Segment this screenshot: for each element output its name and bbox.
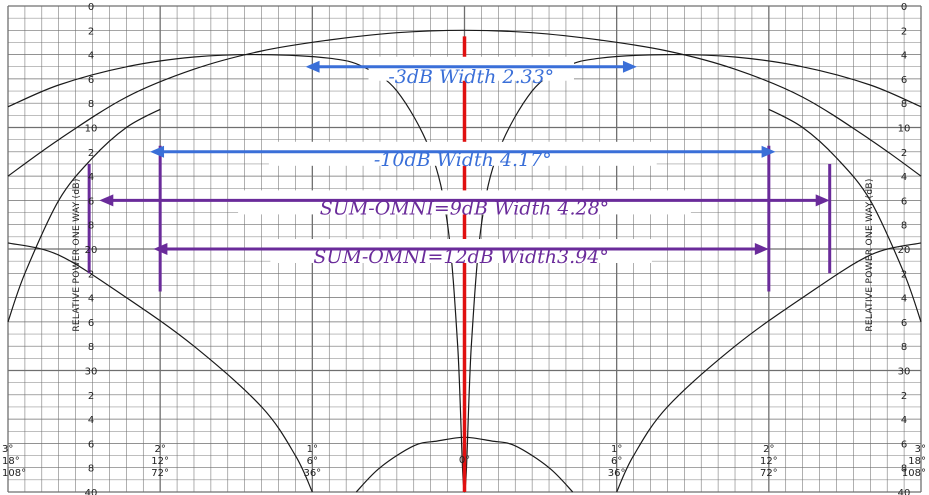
x-tick-label: 3° (915, 444, 926, 455)
y-tick-label-left: 2 (88, 269, 94, 280)
y-tick-label-left: 40 (85, 488, 98, 495)
arrowhead-right (754, 243, 769, 255)
y-axis-label-right: RELATIVE POWER ONE WAY (dB) (865, 178, 875, 331)
y-tick-label-left: 2 (88, 26, 94, 37)
annotation-label: SUM-OMNI=12dB Width3.94° (313, 246, 608, 268)
y-tick-label-right: 2 (901, 391, 907, 402)
x-tick-label: 72° (151, 468, 169, 479)
pattern-curve-3 (7, 242, 313, 493)
arrowhead-left (153, 243, 168, 255)
x-tick-label: 6° (611, 456, 622, 467)
y-tick-label-right: 2 (901, 269, 907, 280)
pattern-curve-1 (7, 29, 922, 177)
y-tick-label-right: 4 (901, 172, 907, 183)
y-tick-label-left: 8 (88, 342, 94, 353)
annotation-label: SUM-OMNI=9dB Width 4.28° (320, 197, 609, 219)
annotations: -3dB Width 2.33° -10dB Width 4.17° SUM-OMN… (99, 56, 830, 268)
y-tick-label-right: 0 (901, 2, 907, 13)
y-tick-label-right: 8 (901, 99, 907, 110)
pattern-curve-5 (7, 108, 161, 323)
y-tick-label-left: 4 (88, 51, 94, 62)
y-tick-label-left: 0 (88, 2, 94, 13)
annotation-box (270, 239, 652, 263)
x-tick-label: 2° (154, 444, 165, 455)
x-tick-label: 1° (611, 444, 622, 455)
x-tick-label: 2° (763, 444, 774, 455)
arrowhead-left (150, 145, 165, 158)
y-tick-label-left: 2 (88, 148, 94, 159)
y-tick-label-right: 8 (901, 464, 907, 475)
pattern-curve-6 (768, 108, 922, 323)
y-tick-label-right: 2 (901, 148, 907, 159)
x-tick-label: 1° (307, 444, 318, 455)
x-tick-label: 18° (908, 456, 926, 467)
y-tick-label-left: 6 (88, 439, 94, 450)
y-tick-label-left: 10 (85, 124, 98, 135)
annotation-box (268, 141, 657, 166)
arrowhead-right (815, 194, 830, 207)
y-tick-label-right: 6 (901, 439, 907, 450)
y-tick-label-right: 6 (901, 196, 907, 207)
arrowhead-right (761, 145, 776, 158)
annotation-label: -10dB Width 4.17° (374, 149, 552, 171)
y-tick-label-right: 4 (901, 415, 907, 426)
arrowhead-left (99, 194, 114, 207)
y-tick-label-left: 6 (88, 196, 94, 207)
width-markers (87, 145, 832, 292)
y-tick-label-right: 6 (901, 318, 907, 329)
arrowhead-right (622, 60, 637, 73)
y-tick-label-right: 20 (898, 245, 911, 256)
y-tick-label-left: 6 (88, 75, 94, 86)
y-tick-label-left: 30 (85, 367, 98, 378)
x-tick-label: 36° (608, 468, 626, 479)
y-tick-label-right: 4 (901, 294, 907, 305)
x-tick-label: 6° (307, 456, 318, 467)
y-tick-label-left: 8 (88, 464, 94, 475)
annotation-box (238, 190, 691, 215)
annotation-label: -3dB Width 2.33° (388, 66, 554, 88)
y-tick-label-right: 6 (901, 75, 907, 86)
x-tick-label: 36° (303, 468, 321, 479)
y-tick-label-left: 4 (88, 294, 94, 305)
y-tick-label-left: 8 (88, 99, 94, 110)
y-tick-label-right: 4 (901, 51, 907, 62)
y-tick-label-left: 20 (85, 245, 98, 256)
x-tick-label: 108° (2, 468, 26, 479)
x-tick-label: 12° (760, 456, 778, 467)
y-tick-label-left: 8 (88, 221, 94, 232)
y-tick-label-left: 4 (88, 415, 94, 426)
arrowhead-left (305, 60, 320, 73)
y-tick-label-right: 30 (898, 367, 911, 378)
x-tick-label: 108° (902, 468, 926, 479)
y-tick-label-left: 2 (88, 391, 94, 402)
y-tick-label-left: 6 (88, 318, 94, 329)
x-tick-label: 72° (760, 468, 778, 479)
x-tick-label: 0° (459, 455, 470, 466)
pattern-curve-4 (616, 242, 922, 493)
annotation-box (368, 56, 574, 81)
y-axis-label-left: RELATIVE POWER ONE WAY (dB) (72, 178, 82, 331)
y-tick-label-right: 2 (901, 26, 907, 37)
x-tick-label: 3° (2, 444, 13, 455)
y-tick-label-left: 4 (88, 172, 94, 183)
x-tick-label: 18° (2, 456, 20, 467)
y-tick-label-right: 40 (898, 488, 911, 495)
x-tick-label: 12° (151, 456, 169, 467)
y-tick-label-right: 10 (898, 124, 911, 135)
y-tick-label-right: 8 (901, 221, 907, 232)
y-tick-label-right: 8 (901, 342, 907, 353)
